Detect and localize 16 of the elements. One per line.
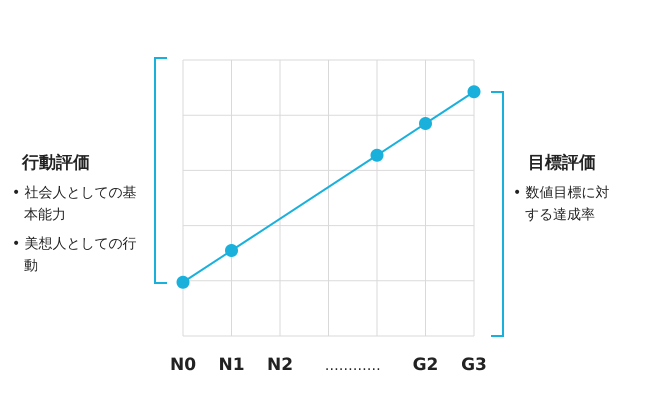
x-tick-label: N1 <box>218 355 245 375</box>
point <box>370 148 384 162</box>
point <box>468 85 480 98</box>
text: • 社会人としての基本能力 <box>12 185 137 223</box>
x-tick-label: G3 <box>461 355 487 375</box>
x-tick-label: N0 <box>170 355 196 375</box>
point <box>225 244 238 258</box>
point <box>176 276 190 289</box>
text: 目標評価 <box>528 153 596 173</box>
point <box>419 117 432 130</box>
text: ………… <box>324 358 381 374</box>
text: • 美想人としての行動 <box>12 236 137 274</box>
x-tick-label: G2 <box>412 355 438 375</box>
text: 行動評価 <box>21 153 90 173</box>
x-tick-label: N2 <box>266 355 294 375</box>
text: • 数値目標に対する達成率 <box>513 185 610 223</box>
